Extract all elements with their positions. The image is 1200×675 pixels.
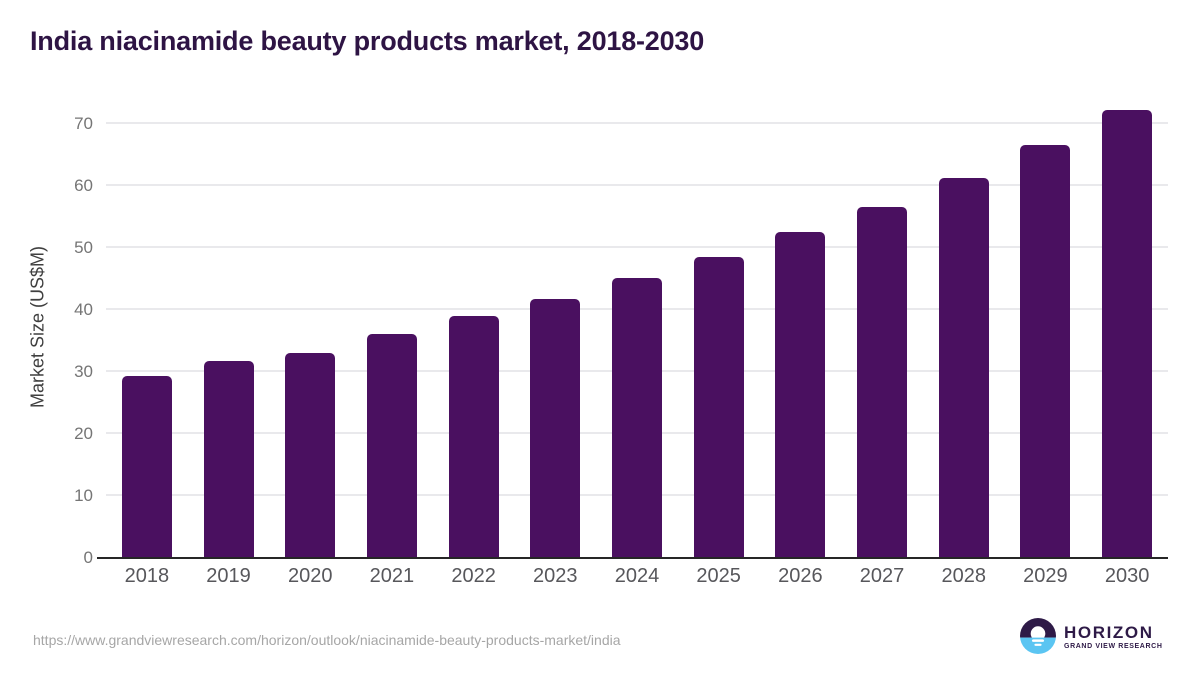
bar-2021 <box>366 333 417 558</box>
bar-col-2020 <box>269 96 351 558</box>
horizon-logo-text: HORIZON GRAND VIEW RESEARCH <box>1064 623 1163 650</box>
bar-2028 <box>938 178 989 558</box>
bar-2030 <box>1102 109 1153 558</box>
y-tick-50: 50 <box>74 237 93 257</box>
bar-2020 <box>285 353 336 558</box>
bar-2025 <box>693 257 744 558</box>
bar-col-2021 <box>351 96 433 558</box>
y-tick-30: 30 <box>74 361 93 381</box>
gridline-70 <box>106 121 1168 124</box>
gridline-60 <box>106 183 1168 186</box>
plot-area: 0 10 20 30 40 50 60 70 <box>74 96 1168 567</box>
x-label-2019: 2019 <box>206 565 251 587</box>
bar-2024 <box>611 278 662 558</box>
x-label-2028: 2028 <box>941 565 986 587</box>
y-tick-40: 40 <box>74 299 93 319</box>
y-tick-10: 10 <box>74 486 93 505</box>
bar-2027 <box>857 207 908 558</box>
x-label-2027: 2027 <box>859 565 905 587</box>
bar-col-2027 <box>841 96 923 558</box>
source-url: https://www.grandviewresearch.com/horizo… <box>33 632 621 648</box>
bar-col-2018 <box>106 96 188 558</box>
x-label-2025: 2025 <box>696 565 741 587</box>
bar-col-2024 <box>596 96 678 558</box>
x-axis-labels: 2018 2019 2020 2021 2022 2023 2024 2025 2026 2027… <box>106 565 1168 588</box>
logo-subbrand-text: GRAND VIEW RESEARCH <box>1064 642 1163 650</box>
x-label-2021: 2021 <box>369 565 415 587</box>
x-label-2029: 2029 <box>1023 565 1068 587</box>
x-label-2023: 2023 <box>533 565 578 587</box>
bar-2018 <box>121 376 172 558</box>
gridline-50 <box>106 245 1168 248</box>
bar-col-2022 <box>433 96 515 558</box>
bars-row <box>106 96 1168 558</box>
x-label-2026: 2026 <box>778 565 823 587</box>
x-label-2022: 2022 <box>451 565 496 587</box>
bar-col-2025 <box>678 96 760 558</box>
bar-2026 <box>775 231 826 558</box>
x-label-2030: 2030 <box>1104 565 1150 587</box>
x-label-2018: 2018 <box>124 565 170 587</box>
bar-col-2023 <box>514 96 596 558</box>
bar-2022 <box>448 316 499 558</box>
bar-col-2029 <box>1005 96 1087 558</box>
bar-2023 <box>530 298 581 558</box>
logo-brand-text: HORIZON <box>1064 622 1154 642</box>
bar-2019 <box>203 361 254 558</box>
horizon-sun-icon <box>1020 618 1056 654</box>
bar-2029 <box>1020 145 1071 558</box>
y-tick-20: 20 <box>74 423 93 443</box>
bar-col-2028 <box>923 96 1005 558</box>
y-axis-title: Market Size (US$M) <box>27 245 48 409</box>
bar-col-2030 <box>1086 96 1168 558</box>
bar-col-2019 <box>188 96 270 558</box>
y-tick-60: 60 <box>74 175 93 195</box>
bar-col-2026 <box>760 96 842 558</box>
horizon-logo: HORIZON GRAND VIEW RESEARCH <box>1020 618 1163 654</box>
y-tick-0: 0 <box>83 548 93 567</box>
chart-title: India niacinamide beauty products market… <box>30 26 705 56</box>
x-label-2020: 2020 <box>287 565 333 587</box>
y-tick-70: 70 <box>74 113 93 133</box>
x-label-2024: 2024 <box>614 565 660 587</box>
